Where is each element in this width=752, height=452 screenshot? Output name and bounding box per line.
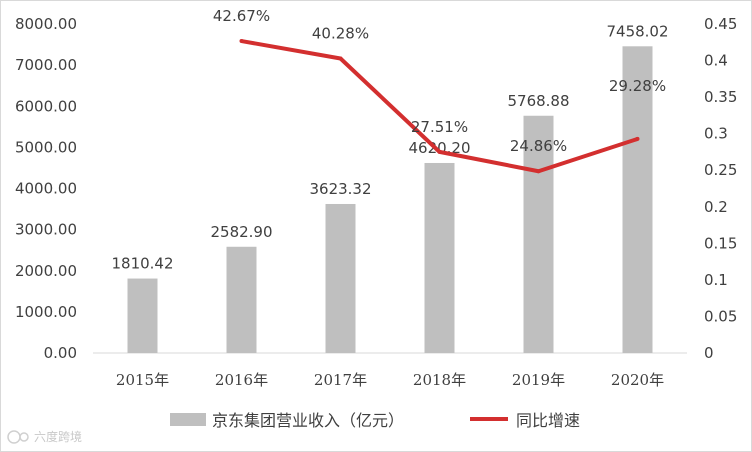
watermark-text: 六度跨境 bbox=[34, 429, 82, 444]
legend: 京东集团营业收入（亿元） 同比增速 bbox=[170, 411, 580, 430]
bar bbox=[127, 278, 158, 353]
category-label: 2018年 bbox=[413, 371, 466, 389]
bar-data-label: 7458.02 bbox=[606, 22, 668, 40]
legend-label-growth: 同比增速 bbox=[516, 411, 580, 430]
bar-data-label: 2582.90 bbox=[210, 223, 272, 241]
bar-data-labels: 1810.42 2582.90 3623.32 4620.20 5768.88 7458.… bbox=[111, 22, 668, 272]
bar-data-label: 3623.32 bbox=[309, 180, 371, 198]
left-tick-label: 5000.00 bbox=[15, 138, 77, 156]
line-data-label: 24.86% bbox=[510, 137, 567, 155]
bar-data-label: 1810.42 bbox=[111, 255, 173, 273]
line-point bbox=[239, 39, 244, 44]
line-data-label: 27.51% bbox=[411, 118, 468, 136]
left-tick-label: 6000.00 bbox=[15, 97, 77, 115]
line-data-label: 29.28% bbox=[609, 77, 666, 95]
right-tick-label: 0.05 bbox=[704, 307, 737, 325]
category-label: 2015年 bbox=[116, 371, 169, 389]
bar-data-label: 5768.88 bbox=[507, 92, 569, 110]
left-axis: 0.00 1000.00 2000.00 3000.00 4000.00 5000.00 6… bbox=[15, 15, 77, 362]
line-point bbox=[437, 149, 442, 154]
left-tick-label: 4000.00 bbox=[15, 180, 77, 198]
left-tick-label: 3000.00 bbox=[15, 221, 77, 239]
right-tick-label: 0.1 bbox=[704, 271, 728, 289]
line-data-label: 42.67% bbox=[213, 7, 270, 25]
line-data-labels: 42.67% 40.28% 27.51% 24.86% 29.28% bbox=[213, 7, 666, 155]
logo-icon bbox=[7, 430, 29, 444]
line-point bbox=[635, 136, 640, 141]
right-tick-label: 0.45 bbox=[704, 15, 737, 33]
watermark: 六度跨境 bbox=[7, 429, 82, 444]
category-label: 2017年 bbox=[314, 371, 367, 389]
right-tick-label: 0.15 bbox=[704, 234, 737, 252]
bar bbox=[523, 115, 554, 353]
left-tick-label: 8000.00 bbox=[15, 15, 77, 33]
right-tick-label: 0.25 bbox=[704, 161, 737, 179]
right-tick-label: 0.3 bbox=[704, 125, 728, 143]
bar bbox=[226, 246, 257, 353]
bar bbox=[622, 46, 653, 353]
legend-swatch-bar bbox=[170, 413, 206, 426]
left-tick-label: 7000.00 bbox=[15, 56, 77, 74]
right-tick-label: 0.35 bbox=[704, 88, 737, 106]
right-axis: 0 0.05 0.1 0.15 0.2 0.25 0.3 0.35 0.4 0.45 bbox=[704, 15, 737, 362]
legend-label-revenue: 京东集团营业收入（亿元） bbox=[212, 411, 404, 430]
left-tick-label: 0.00 bbox=[44, 344, 77, 362]
left-tick-label: 2000.00 bbox=[15, 262, 77, 280]
category-label: 2016年 bbox=[215, 371, 268, 389]
category-label: 2019年 bbox=[512, 371, 565, 389]
bar-data-label: 4620.20 bbox=[408, 139, 470, 157]
line-point bbox=[536, 169, 541, 174]
line-data-label: 40.28% bbox=[312, 25, 369, 43]
bar bbox=[325, 203, 356, 353]
line-point bbox=[338, 56, 343, 61]
bar bbox=[424, 162, 455, 353]
x-axis: 2015年 2016年 2017年 2018年 2019年 2020年 bbox=[116, 371, 664, 389]
category-label: 2020年 bbox=[611, 371, 664, 389]
right-tick-label: 0.2 bbox=[704, 198, 728, 216]
line-series bbox=[239, 39, 640, 174]
right-tick-label: 0 bbox=[704, 344, 714, 362]
left-tick-label: 1000.00 bbox=[15, 303, 77, 321]
bar-series bbox=[127, 46, 653, 353]
right-tick-label: 0.4 bbox=[704, 52, 728, 70]
